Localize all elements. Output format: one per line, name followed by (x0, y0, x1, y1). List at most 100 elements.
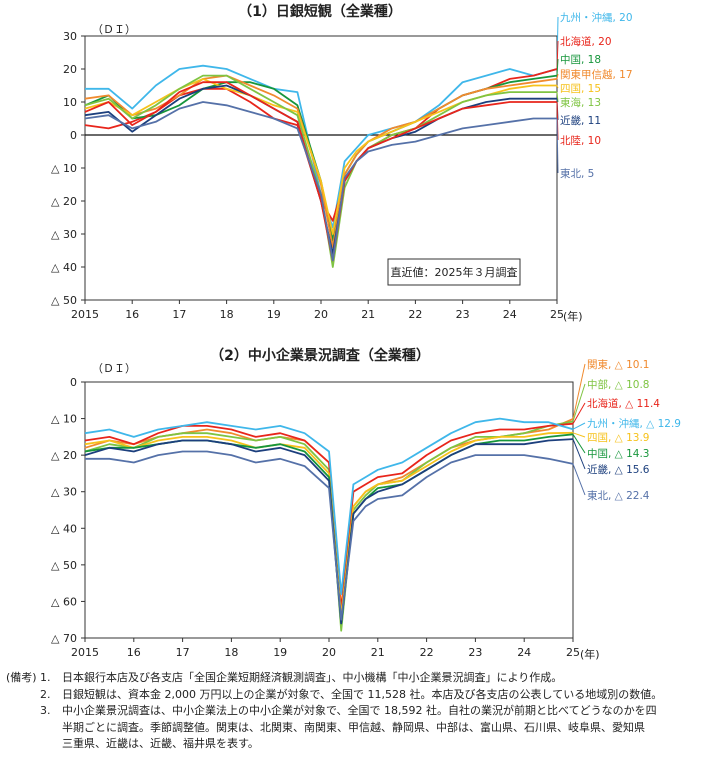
leader-line (556, 73, 559, 79)
x-tick-label: 23 (468, 646, 482, 659)
chart-1-series (84, 64, 558, 268)
x-tick-label: 16 (125, 308, 139, 321)
series-end-label: 関東甲信越, 17 (560, 68, 633, 81)
leader-line (572, 383, 586, 422)
series-line-九州・沖縄 (84, 417, 574, 595)
series-end-label: 北海道, 20 (560, 35, 612, 48)
x-tick-label: 22 (420, 646, 434, 659)
chart-2-end-labels: 関東, △ 10.1 中部, △ 10.8 北海道, △ 11.4 九州・沖縄, △ … (572, 358, 681, 502)
series-line-東海 (84, 74, 557, 268)
y-tick-label: △ 20 (51, 449, 77, 462)
leader-line (556, 40, 559, 70)
series-end-label: 近畿, △ 15.6 (587, 463, 650, 476)
x-tick-label: 21 (361, 308, 375, 321)
note-3-text-line-2: 半期ごとに調査。季節調整値。関東は、北関東、南関東、甲信越、静岡県、中部は、富山… (62, 720, 645, 734)
leader-line (572, 434, 586, 454)
chart-2-plot-area (84, 381, 574, 639)
series-end-label: 東海, 13 (560, 96, 601, 109)
chart-1-title: （1）日銀短観（全業種） (238, 3, 402, 20)
leader-line (572, 463, 586, 496)
series-line-東北 (85, 450, 574, 621)
y-tick-label: 0 (70, 129, 77, 142)
y-tick-label: 10 (63, 96, 77, 109)
note-row-3b: 半期ごとに調査。季節調整値。関東は、北関東、南関東、甲信越、静岡県、中部は、富山… (0, 720, 725, 737)
note-row-3c: 三重県、近畿は、近畿、福井県を表す。 (0, 736, 725, 753)
note-row-2: 2. 日銀短観は、資本金 2,000 万円以上の企業が対象で、全国で 11,52… (0, 687, 725, 704)
series-end-label: 四国, △ 13.9 (587, 432, 649, 444)
series-end-label: 四国, 15 (560, 83, 601, 95)
series-end-label: 東北, 5 (560, 167, 594, 180)
note-1-number: 1. (40, 671, 51, 684)
y-tick-label: 20 (63, 63, 77, 76)
x-tick-label: 19 (267, 308, 281, 321)
series-end-label: 北陸, 10 (560, 134, 601, 147)
x-tick-label: 22 (408, 308, 422, 321)
leader-line (572, 422, 586, 430)
x-tick-label: 18 (224, 646, 238, 659)
series-end-label: 関東, △ 10.1 (587, 358, 649, 371)
chart-2-series (84, 417, 574, 632)
x-tick-label: 24 (503, 308, 517, 321)
chart-2-ylabel: （ＤＩ） (92, 362, 136, 375)
notes: (備考) 1. 日本銀行本店及び各支店「全国企業短期経済観測調査」、中小機構「中… (0, 670, 725, 753)
leader-line (572, 432, 586, 438)
chart-2-title: （2）中小企業景況調査（全業種） (210, 347, 430, 364)
x-tick-label: 24 (517, 646, 531, 659)
note-2-number: 2. (40, 687, 51, 701)
x-tick-label: 17 (176, 646, 190, 659)
chart-2: （2）中小企業景況調査（全業種） （ＤＩ） 0 △ 10 △ 20 △ 30 △ 40 △… (51, 347, 681, 661)
y-tick-label: △ 10 (51, 162, 77, 175)
chart-1-end-labels: 九州・沖縄, 20 北海道, 20 中国, 18 関東甲信越, 17 四国, 15東海,… (556, 11, 633, 180)
notes-tag: (備考) (6, 671, 37, 684)
leader-line (556, 58, 559, 76)
chart-1-annotation: 直近値：2025年３月調査 (391, 265, 518, 279)
y-tick-label: △ 50 (51, 294, 77, 307)
x-tick-label: 2015 (71, 308, 99, 321)
series-line-九州・沖縄 (85, 64, 558, 229)
note-2-text: 日銀短観は、資本金 2,000 万円以上の企業が対象で、全国で 11,528 社… (62, 687, 663, 701)
x-tick-label: 20 (322, 646, 336, 659)
x-tick-label: 20 (314, 308, 328, 321)
chart-1-ylabel: （ＤＩ） (92, 23, 136, 36)
y-tick-label: △ 30 (51, 228, 77, 241)
chart-1-xunit: (年) (563, 309, 583, 323)
series-end-label: 中部, △ 10.8 (587, 378, 649, 391)
series-line-近畿 (84, 84, 557, 255)
series-end-label: 九州・沖縄, △ 12.9 (587, 417, 681, 430)
series-end-label: 東北, △ 22.4 (587, 489, 650, 502)
chart-2-xunit: (年) (580, 647, 600, 661)
leader-line (572, 438, 586, 470)
x-tick-label: 2015 (71, 646, 99, 659)
x-tick-label: 25 (566, 646, 580, 659)
y-tick-label: △ 60 (51, 595, 77, 608)
series-end-label: 近畿, 11 (560, 114, 601, 127)
y-tick-label: △ 70 (51, 632, 77, 645)
note-3-number: 3. (40, 704, 51, 717)
note-row-1: (備考) 1. 日本銀行本店及び各支店「全国企業短期経済観測調査」、中小機構「中… (0, 670, 725, 687)
leader-line (556, 92, 559, 103)
series-end-label: 中国, 18 (560, 53, 601, 66)
x-tick-label: 19 (273, 646, 287, 659)
leader-line (572, 402, 586, 424)
series-end-label: 九州・沖縄, 20 (560, 11, 633, 24)
x-tick-label: 18 (220, 308, 234, 321)
x-tick-label: 21 (371, 646, 385, 659)
x-tick-label: 25 (550, 308, 564, 321)
y-tick-label: △ 40 (51, 522, 77, 535)
x-tick-label: 23 (456, 308, 470, 321)
leader-line (572, 363, 586, 420)
series-line-東北 (84, 101, 557, 262)
note-row-3: 3. 中小企業景況調査は、中小企業法上の中小企業が対象で、全国で 18,592 … (0, 703, 725, 720)
leader-line (556, 85, 559, 89)
chart-1: （1）日銀短観（全業種） （ＤＩ） 30 20 10 0 △ 10 △ 20 △ 30 △ 4… (51, 3, 633, 323)
y-tick-label: 0 (70, 376, 77, 389)
y-tick-label: 30 (63, 30, 77, 43)
y-tick-label: △ 40 (51, 261, 77, 274)
leader-line (556, 118, 559, 174)
series-end-label: 中国, △ 14.3 (587, 447, 649, 460)
series-end-label: 北海道, △ 11.4 (587, 397, 660, 410)
y-tick-label: △ 50 (51, 559, 77, 572)
